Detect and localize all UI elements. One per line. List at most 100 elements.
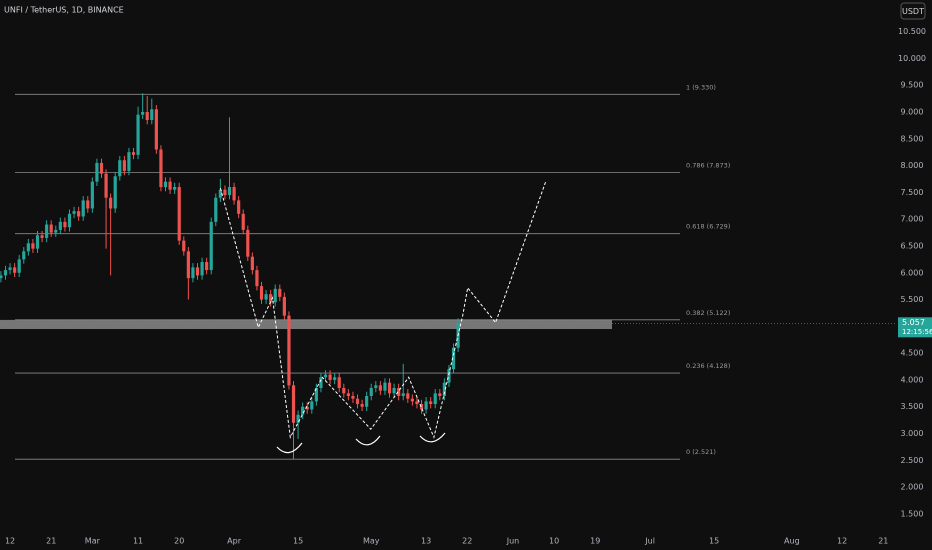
- candle-body: [118, 160, 122, 177]
- candle-body: [419, 404, 424, 410]
- fib-layer: 1 (9.330) 0.786 (7.873) 0.618 (6.729) 0.382…: [15, 83, 730, 460]
- candle-body: [168, 181, 172, 190]
- candle-body: [54, 229, 58, 233]
- y-tick-label: 7.000: [901, 215, 924, 224]
- x-tick-label: 21: [878, 537, 888, 546]
- countdown: 12:15:56: [902, 328, 932, 336]
- candle-body: [26, 243, 30, 252]
- candle-body: [264, 294, 268, 300]
- candle-body: [323, 374, 328, 378]
- candle-body: [173, 187, 177, 190]
- y-tick-label: 4.500: [901, 349, 924, 358]
- candle-body: [218, 189, 222, 198]
- candle-body: [369, 387, 373, 397]
- candle-body: [77, 211, 81, 217]
- candle-body: [438, 393, 442, 397]
- candle-body: [287, 315, 291, 386]
- candle-body: [17, 259, 21, 273]
- candle-body: [90, 181, 94, 209]
- y-tick-label: 7.500: [901, 188, 924, 197]
- candle-body: [314, 387, 318, 402]
- arc: [355, 435, 381, 446]
- candle-body: [72, 211, 76, 214]
- candle-body: [186, 251, 190, 279]
- candle-body: [45, 224, 49, 238]
- candle-body: [109, 197, 113, 209]
- candle-body: [401, 393, 405, 397]
- candle-body: [145, 111, 149, 121]
- candle-body: [301, 406, 305, 415]
- candle-body: [67, 213, 72, 228]
- candle-body: [195, 267, 200, 276]
- fib-label: 0 (2.521): [686, 448, 716, 456]
- zone-layer: [0, 319, 612, 330]
- y-tick-label: 9.000: [901, 107, 924, 116]
- x-tick-label: 10: [549, 537, 559, 546]
- fib-label: 1 (9.330): [686, 83, 716, 91]
- x-tick-label: May: [363, 537, 380, 546]
- candle-body: [113, 176, 117, 209]
- candle-body: [127, 152, 131, 171]
- candle-body: [136, 114, 140, 155]
- y-tick-label: 8.500: [901, 134, 924, 143]
- candle-body: [415, 401, 419, 405]
- fib-label: 0.786 (7.873): [686, 161, 730, 169]
- candle-body: [31, 243, 35, 249]
- candle-body: [131, 152, 136, 155]
- projection-path: [219, 180, 547, 439]
- candle-body: [337, 377, 341, 388]
- y-tick-label: 6.000: [901, 268, 924, 277]
- y-tick-label: 2.500: [901, 456, 924, 465]
- candle-body: [241, 213, 245, 230]
- currency-box[interactable]: [900, 2, 926, 20]
- candle-body: [99, 162, 104, 174]
- candle-body: [154, 109, 158, 150]
- candle-body: [360, 404, 364, 407]
- candle-body: [342, 387, 346, 394]
- candle-body: [237, 200, 241, 214]
- candle-body: [374, 385, 378, 388]
- y-tick-label: 2.000: [901, 483, 924, 492]
- y-tick-label: 3.000: [901, 429, 924, 438]
- candle-body: [447, 369, 451, 383]
- x-tick-label: Apr: [227, 537, 242, 546]
- candle-body: [310, 401, 314, 410]
- candle-body: [273, 288, 277, 303]
- candle-body: [328, 374, 332, 380]
- y-tick-label: 3.500: [901, 402, 924, 411]
- candle-body: [205, 262, 209, 271]
- candle-body: [351, 396, 355, 399]
- candle-body: [429, 401, 433, 405]
- x-tick-label: 15: [709, 537, 719, 546]
- last-price-badge: [898, 317, 932, 338]
- candle-body: [3, 270, 8, 276]
- y-tick-label: 10.500: [898, 27, 926, 36]
- y-tick-label: 10.000: [898, 54, 926, 63]
- candle-body: [122, 160, 126, 171]
- x-tick-label: 13: [421, 537, 431, 546]
- candle-body: [159, 149, 163, 188]
- candle-body: [95, 162, 99, 182]
- candle-body: [278, 288, 282, 297]
- x-tick-label: Jul: [644, 537, 655, 546]
- candle-body: [40, 235, 44, 238]
- x-tick-label: Mar: [85, 537, 101, 546]
- candle-body: [397, 387, 401, 397]
- candle-body: [22, 251, 26, 260]
- candle-body: [81, 200, 85, 217]
- candle-body: [49, 224, 53, 233]
- candle-body: [410, 398, 414, 402]
- last-price: 5.057: [902, 318, 925, 327]
- x-tick-label: 20: [174, 537, 184, 546]
- candle-body: [200, 262, 204, 276]
- x-tick-label: 22: [462, 537, 472, 546]
- candle-body: [63, 221, 67, 228]
- candle-body: [35, 235, 40, 249]
- x-tick-label: 11: [133, 537, 143, 546]
- y-tick-label: 6.500: [901, 241, 924, 250]
- candle-body: [319, 377, 323, 388]
- y-tick-label: 1.500: [901, 509, 924, 518]
- candle-body: [424, 401, 428, 410]
- candle-body: [255, 270, 259, 287]
- arc: [419, 432, 446, 443]
